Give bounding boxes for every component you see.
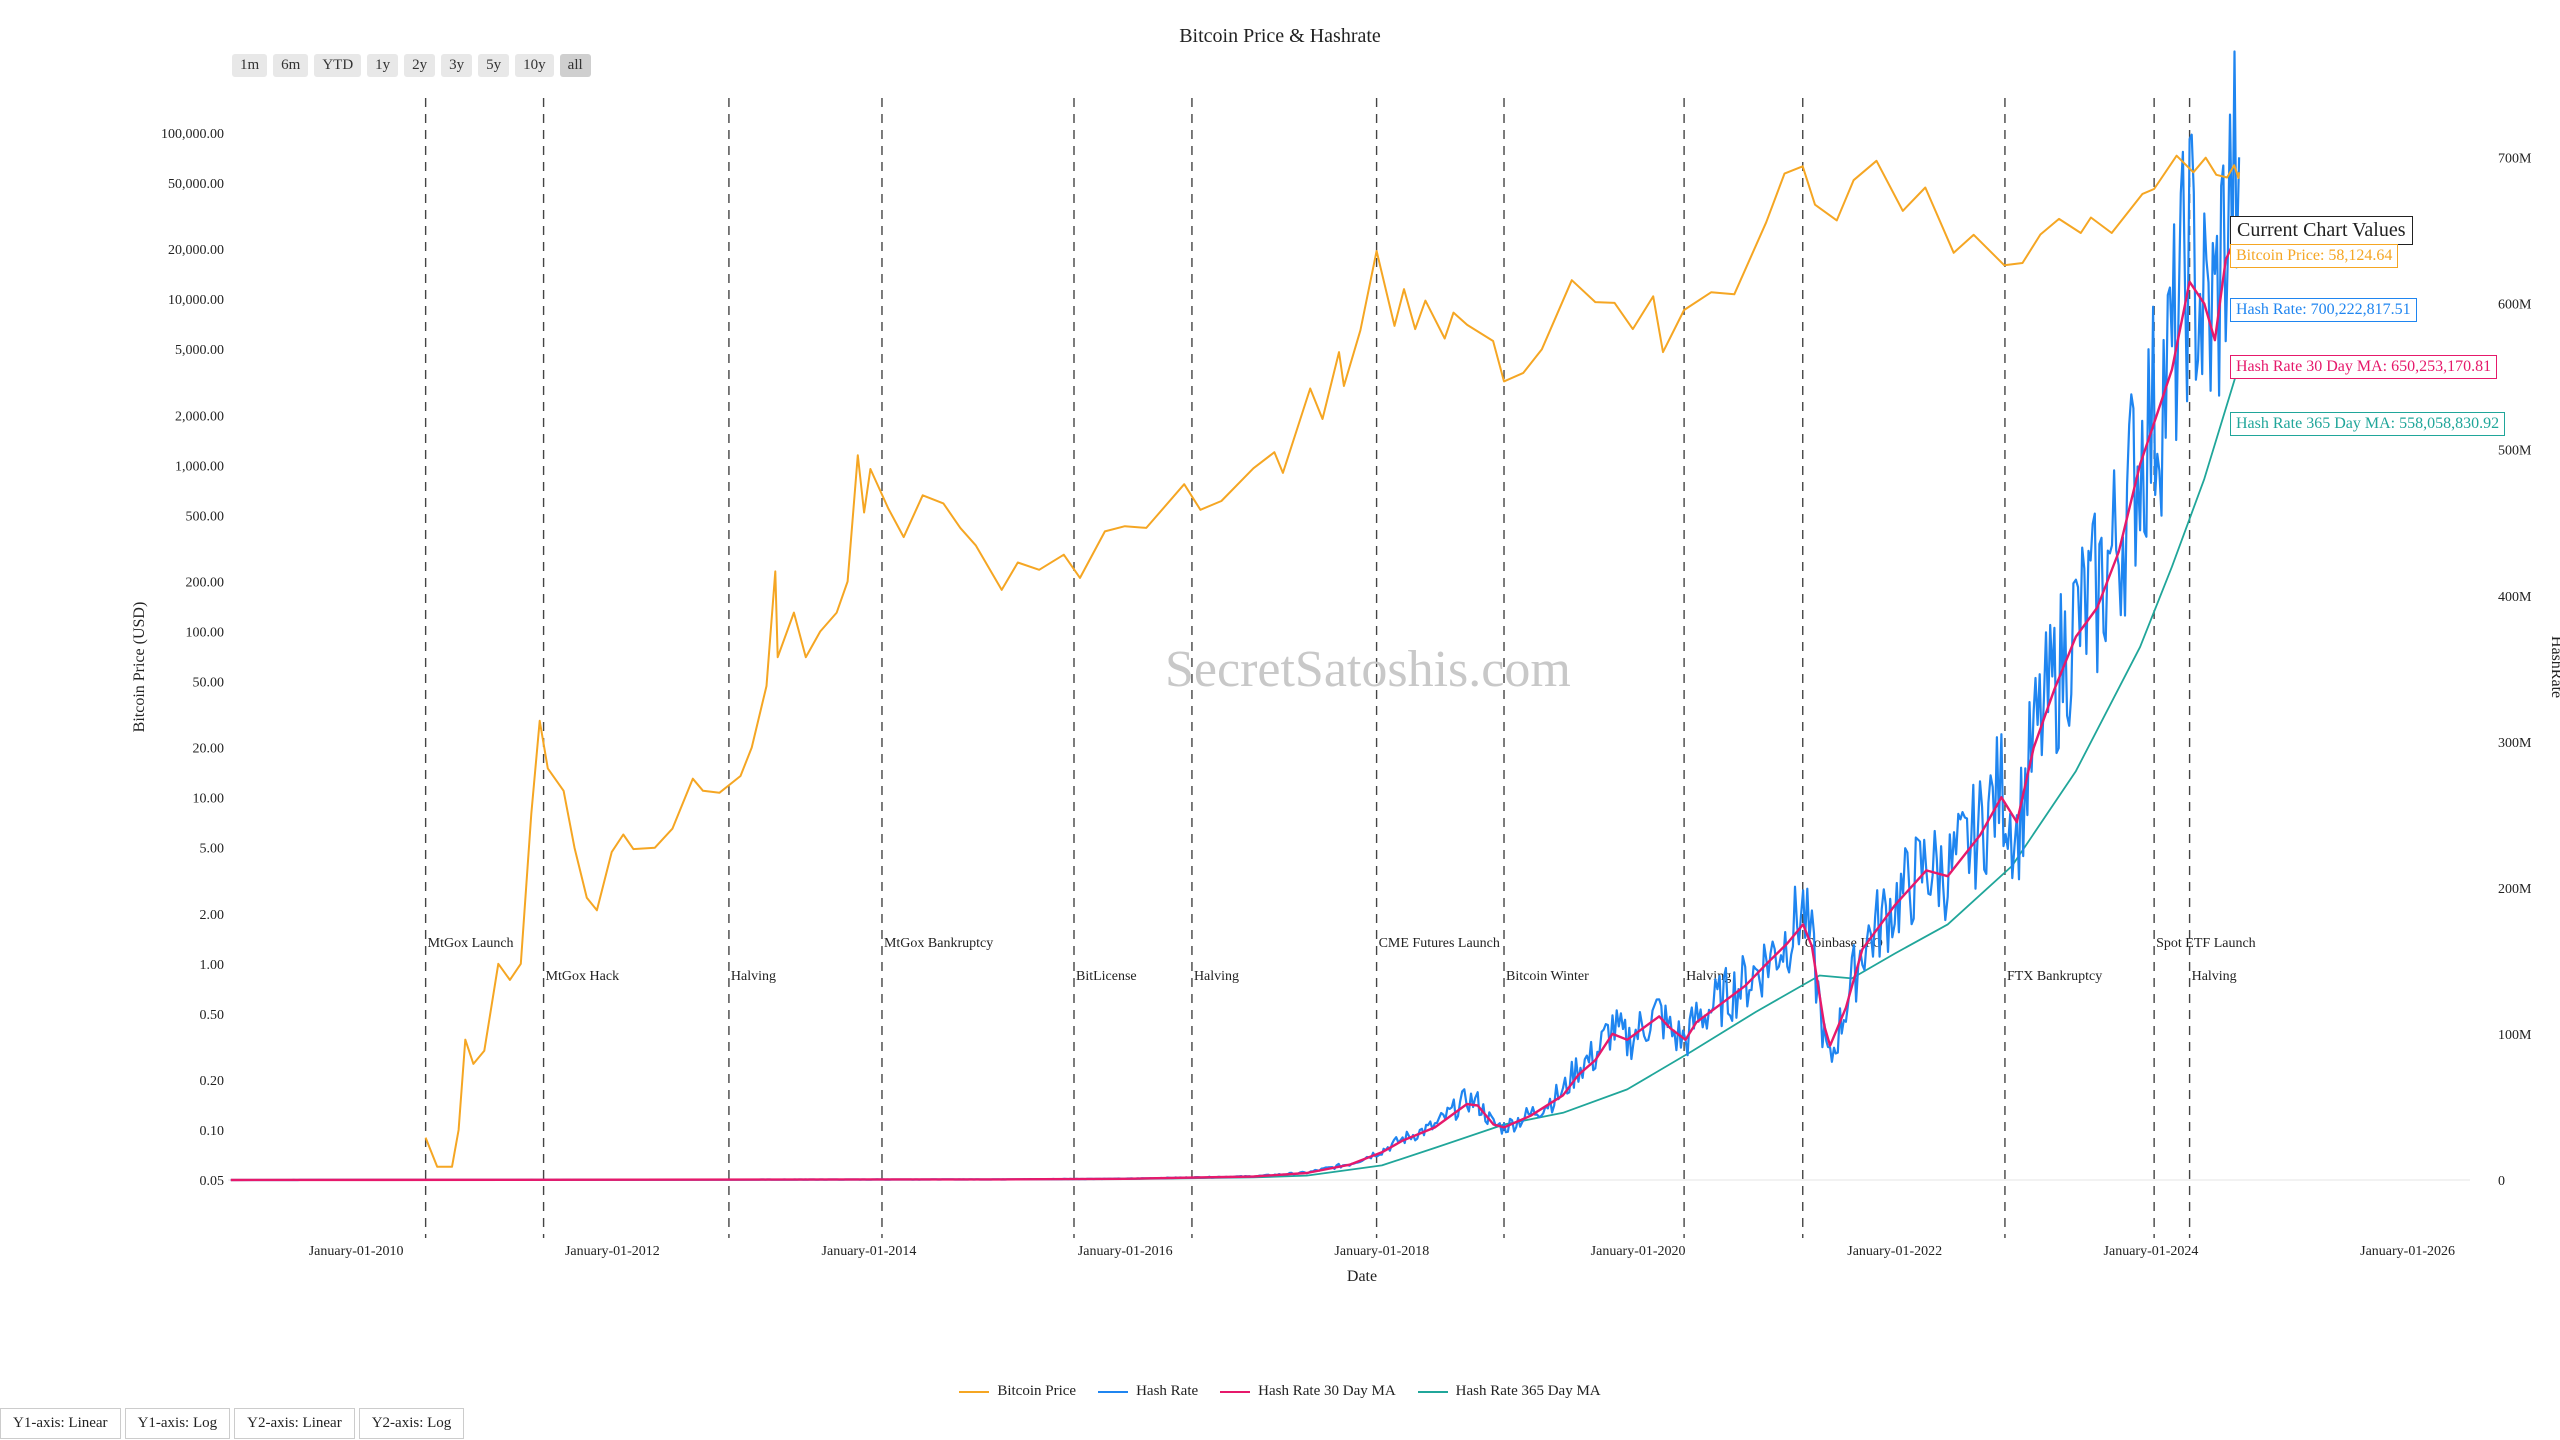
y2-tick-label: 100M (2498, 1028, 2532, 1043)
event-label: MtGox Launch (428, 936, 514, 951)
legend-swatch (959, 1390, 990, 1393)
range-button-1m[interactable]: 1m (232, 54, 268, 77)
range-button-10y[interactable]: 10y (515, 54, 554, 77)
axis-scale-button[interactable]: Y1-axis: Linear (0, 1408, 121, 1439)
current-bitcoin-price: Bitcoin Price: 58,124.64 (2230, 244, 2399, 268)
x-tick-label: January-01-2024 (2104, 1244, 2199, 1259)
y1-tick-label: 1.00 (200, 958, 225, 973)
y1-tick-label: 0.20 (200, 1074, 225, 1089)
y1-axis: 0.05 0.10 0.20 0.50 1.00 2.00 5.00 10.00 20.00 50… (161, 127, 224, 1189)
series-line-ma365 (230, 364, 2240, 1181)
event-label: Spot ETF Launch (2156, 936, 2256, 951)
y1-tick-label: 20,000.00 (168, 243, 224, 258)
y1-tick-label: 20.00 (193, 742, 225, 757)
y1-tick-label: 2,000.00 (175, 409, 224, 424)
y2-tick-label: 400M (2498, 590, 2532, 605)
x-tick-label: January-01-2014 (822, 1244, 917, 1259)
range-button-3y[interactable]: 3y (441, 54, 473, 77)
x-tick-label: January-01-2016 (1078, 1244, 1173, 1259)
y2-tick-label: 500M (2498, 444, 2532, 459)
event-label: Halving (2192, 969, 2237, 984)
legend-label: Bitcoin Price (997, 1383, 1077, 1399)
series-lines (230, 50, 2241, 1182)
y1-tick-label: 50.00 (193, 676, 225, 691)
current-values-title: Current Chart Values (2230, 216, 2413, 245)
y2-axis-label: HashRate (2548, 636, 2560, 698)
x-tick-label: January-01-2018 (1334, 1244, 1429, 1259)
x-tick-label: January-01-2012 (565, 1244, 660, 1259)
range-button-all[interactable]: all (559, 54, 591, 77)
legend-item[interactable]: Hash Rate 365 Day MA (1417, 1383, 1601, 1400)
axis-scale-button[interactable]: Y2-axis: Linear (234, 1408, 355, 1439)
legend-item[interactable]: Bitcoin Price (959, 1383, 1076, 1400)
series-line-hash (230, 50, 2241, 1182)
y2-tick-label: 200M (2498, 882, 2532, 897)
x-tick-label: January-01-2010 (309, 1244, 404, 1259)
x-tick-label: January-01-2020 (1591, 1244, 1686, 1259)
event-label: FTX Bankruptcy (2007, 969, 2102, 984)
y2-axis: 0 100M 200M 300M 400M 500M 600M 700M (2498, 152, 2532, 1189)
legend-label: Hash Rate 365 Day MA (1455, 1383, 1601, 1399)
axis-scale-buttons: Y1-axis: Linear Y1-axis: Log Y2-axis: Line… (0, 1408, 465, 1439)
y2-tick-label: 700M (2498, 152, 2532, 167)
y1-tick-label: 0.10 (200, 1124, 225, 1139)
y2-tick-label: 0 (2498, 1174, 2505, 1189)
event-label: MtGox Hack (546, 969, 620, 984)
x-axis-label: Date (1347, 1268, 1377, 1285)
y1-tick-label: 500.00 (186, 509, 225, 524)
legend-label: Hash Rate 30 Day MA (1258, 1383, 1396, 1399)
legend-label: Hash Rate (1136, 1383, 1199, 1399)
event-label: Halving (1194, 969, 1239, 984)
range-button-2y[interactable]: 2y (404, 54, 436, 77)
series-line-price (424, 154, 2241, 1168)
current-hash-rate: Hash Rate: 700,222,817.51 (2230, 298, 2417, 322)
y1-tick-label: 5.00 (200, 842, 225, 857)
y1-tick-label: 100,000.00 (161, 127, 224, 142)
y1-tick-label: 0.50 (200, 1008, 225, 1023)
range-selector: 1m 6m YTD 1y 2y 3y 5y 10y all (232, 54, 591, 77)
range-button-6m[interactable]: 6m (273, 54, 309, 77)
event-label: MtGox Bankruptcy (884, 936, 993, 951)
y1-tick-label: 50,000.00 (168, 177, 224, 192)
chart-title: Bitcoin Price & Hashrate (1179, 25, 1381, 47)
legend-item[interactable]: Hash Rate (1098, 1383, 1198, 1400)
legend-swatch (1220, 1390, 1251, 1393)
watermark: SecretSatoshis.com (1165, 641, 1571, 698)
legend-swatch (1098, 1390, 1129, 1393)
legend: Bitcoin Price Hash Rate Hash Rate 30 Day M… (0, 1383, 2560, 1400)
x-tick-label: January-01-2022 (1847, 1244, 1942, 1259)
y2-tick-label: 300M (2498, 736, 2532, 751)
y-axis-label: Bitcoin Price (USD) (131, 602, 148, 733)
axis-scale-button[interactable]: Y2-axis: Log (358, 1408, 465, 1439)
event-label: CME Futures Launch (1379, 936, 1500, 951)
event-label: BitLicense (1076, 969, 1137, 984)
range-button-1y[interactable]: 1y (367, 54, 399, 77)
event-markers: MtGox Launch MtGox Hack Halving MtGox Bankr… (424, 98, 2256, 1238)
y1-tick-label: 200.00 (186, 575, 225, 590)
event-label: Halving (731, 969, 776, 984)
y1-tick-label: 2.00 (200, 908, 225, 923)
y1-tick-label: 1,000.00 (175, 459, 224, 474)
x-axis: January-01-2010 January-01-2012 January-01… (309, 1244, 2455, 1259)
legend-swatch (1417, 1390, 1448, 1393)
series-line-ma30 (230, 229, 2241, 1182)
current-hash-rate-30ma: Hash Rate 30 Day MA: 650,253,170.81 (2230, 355, 2498, 379)
y1-tick-label: 5,000.00 (175, 343, 224, 358)
y1-tick-label: 100.00 (186, 625, 225, 640)
y1-tick-label: 10.00 (193, 792, 225, 807)
y2-tick-label: 600M (2498, 298, 2532, 313)
range-button-ytd[interactable]: YTD (314, 54, 362, 77)
range-button-5y[interactable]: 5y (478, 54, 510, 77)
y1-tick-label: 0.05 (200, 1174, 225, 1189)
event-label: Bitcoin Winter (1506, 969, 1589, 984)
axis-scale-button[interactable]: Y1-axis: Log (124, 1408, 231, 1439)
legend-item[interactable]: Hash Rate 30 Day MA (1220, 1383, 1396, 1400)
x-tick-label: January-01-2026 (2360, 1244, 2455, 1259)
y1-tick-label: 10,000.00 (168, 293, 224, 308)
current-hash-rate-365ma: Hash Rate 365 Day MA: 558,058,830.92 (2230, 412, 2506, 436)
